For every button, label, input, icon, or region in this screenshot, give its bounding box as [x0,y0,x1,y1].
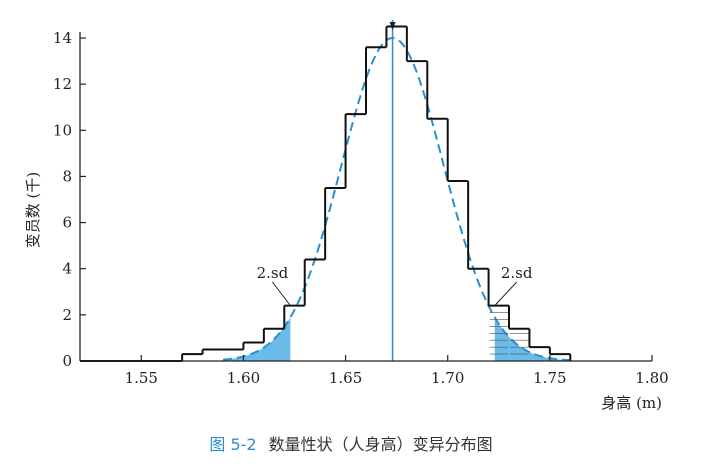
caption-text: 数量性状（人身高）变异分布图 [268,435,493,454]
y-axis-title: 变员数 (千) [24,172,42,248]
normal-curve-group [222,37,571,362]
y-tick-label-2: 2 [62,306,72,324]
y-tick-label-12: 12 [53,75,72,93]
mean-line-group [389,20,396,361]
annotations: 2.sd 2.sd [257,264,533,306]
shaded-tails [223,317,571,361]
annotation-leader-1 [272,281,291,306]
y-tick-label-4: 4 [62,260,72,278]
normal-curve [222,37,571,362]
figure-number: 图 5-2 [209,435,257,454]
x-axis-title: 身高 (m) [601,394,662,412]
figure-caption: 图 5-2 数量性状（人身高）变异分布图 [0,431,702,455]
histogram-chart: 1.55 1.60 1.65 1.70 1.75 1.80 0 2 4 6 8 10 12 14 2.sd… [24,20,669,412]
x-tick-label-1.65: 1.65 [329,369,362,387]
annotation-2sd-1: 2.sd [257,264,289,282]
annotation-leader-2 [494,281,518,306]
shaded-tail-2 [494,317,571,361]
axes: 1.55 1.60 1.65 1.70 1.75 1.80 0 2 4 6 8 10 12 14 [53,29,669,387]
x-tick-label-1.70: 1.70 [431,369,464,387]
histogram-group [80,25,572,362]
y-tick-label-6: 6 [62,214,72,232]
y-tick-label-0: 0 [62,352,72,370]
annotation-2sd-2: 2.sd [501,264,533,282]
y-tick-label-14: 14 [53,29,72,47]
x-tick-label-1.55: 1.55 [125,369,158,387]
x-tick-label-1.80: 1.80 [635,369,668,387]
y-tick-label-10: 10 [53,121,72,139]
x-tick-label-1.60: 1.60 [227,369,260,387]
shaded-tail-1 [223,317,291,361]
x-tick-label-1.75: 1.75 [533,369,566,387]
y-tick-label-8: 8 [62,167,72,185]
